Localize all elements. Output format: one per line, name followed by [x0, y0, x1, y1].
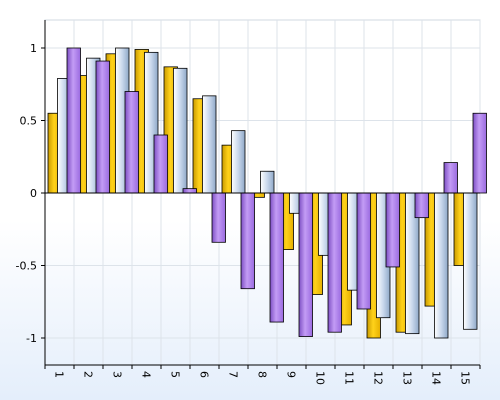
x-tick-label-6: 6 — [198, 371, 211, 378]
bar-series-3-14 — [443, 162, 458, 194]
x-tick-label-4: 4 — [140, 371, 153, 378]
bar-series-3-4 — [153, 134, 168, 194]
y-tick-label: 1 — [30, 42, 37, 55]
y-tick-label: -1 — [26, 332, 37, 345]
y-tick-label: -0.5 — [16, 260, 37, 273]
bar-series-3-7 — [240, 192, 255, 290]
x-tick-label-5: 5 — [169, 371, 182, 378]
x-tick-label-9: 9 — [285, 371, 298, 378]
bar-series-2-8 — [260, 170, 275, 194]
x-tick-label-10: 10 — [314, 371, 327, 385]
bar-series-2-7 — [231, 130, 246, 194]
bar-series-3-5 — [182, 188, 197, 194]
bar-series-3-3 — [124, 91, 139, 194]
x-tick-label-7: 7 — [227, 371, 240, 378]
y-tick-label: 0.5 — [20, 115, 38, 128]
x-tick-label-8: 8 — [256, 371, 269, 378]
bar-series-3-1 — [66, 47, 81, 194]
x-tick-label-1: 1 — [53, 371, 66, 378]
x-tick-label-11: 11 — [343, 371, 356, 385]
bar-series-3-9 — [298, 192, 313, 337]
bar-series-3-11 — [356, 192, 371, 310]
x-tick-label-2: 2 — [82, 371, 95, 378]
y-tick-label: 0 — [30, 187, 37, 200]
bar-series-3-6 — [211, 192, 226, 243]
x-tick-label-15: 15 — [459, 371, 472, 385]
bars — [47, 47, 487, 339]
x-tick-label-3: 3 — [111, 371, 124, 378]
bar-series-2-15 — [463, 192, 478, 330]
bar-series-3-8 — [269, 192, 284, 323]
bar-series-3-10 — [327, 192, 342, 333]
bar-series-3-13 — [414, 192, 429, 219]
bar-series-2-14 — [434, 192, 449, 339]
x-tick-label-13: 13 — [401, 371, 414, 385]
x-tick-label-12: 12 — [372, 371, 385, 385]
bar-series-2-5 — [173, 67, 188, 194]
bar-series-3-15 — [472, 112, 487, 194]
axes — [41, 20, 481, 369]
bar-series-3-2 — [95, 60, 110, 194]
bar-series-3-12 — [385, 192, 400, 268]
tick-labels: 10.50-0.5-11 2 3 4 5 6 7 8 9 10 11 12 13 14 15 — [16, 42, 472, 385]
x-tick-label-14: 14 — [430, 371, 443, 385]
bar-series-2-6 — [202, 95, 217, 194]
